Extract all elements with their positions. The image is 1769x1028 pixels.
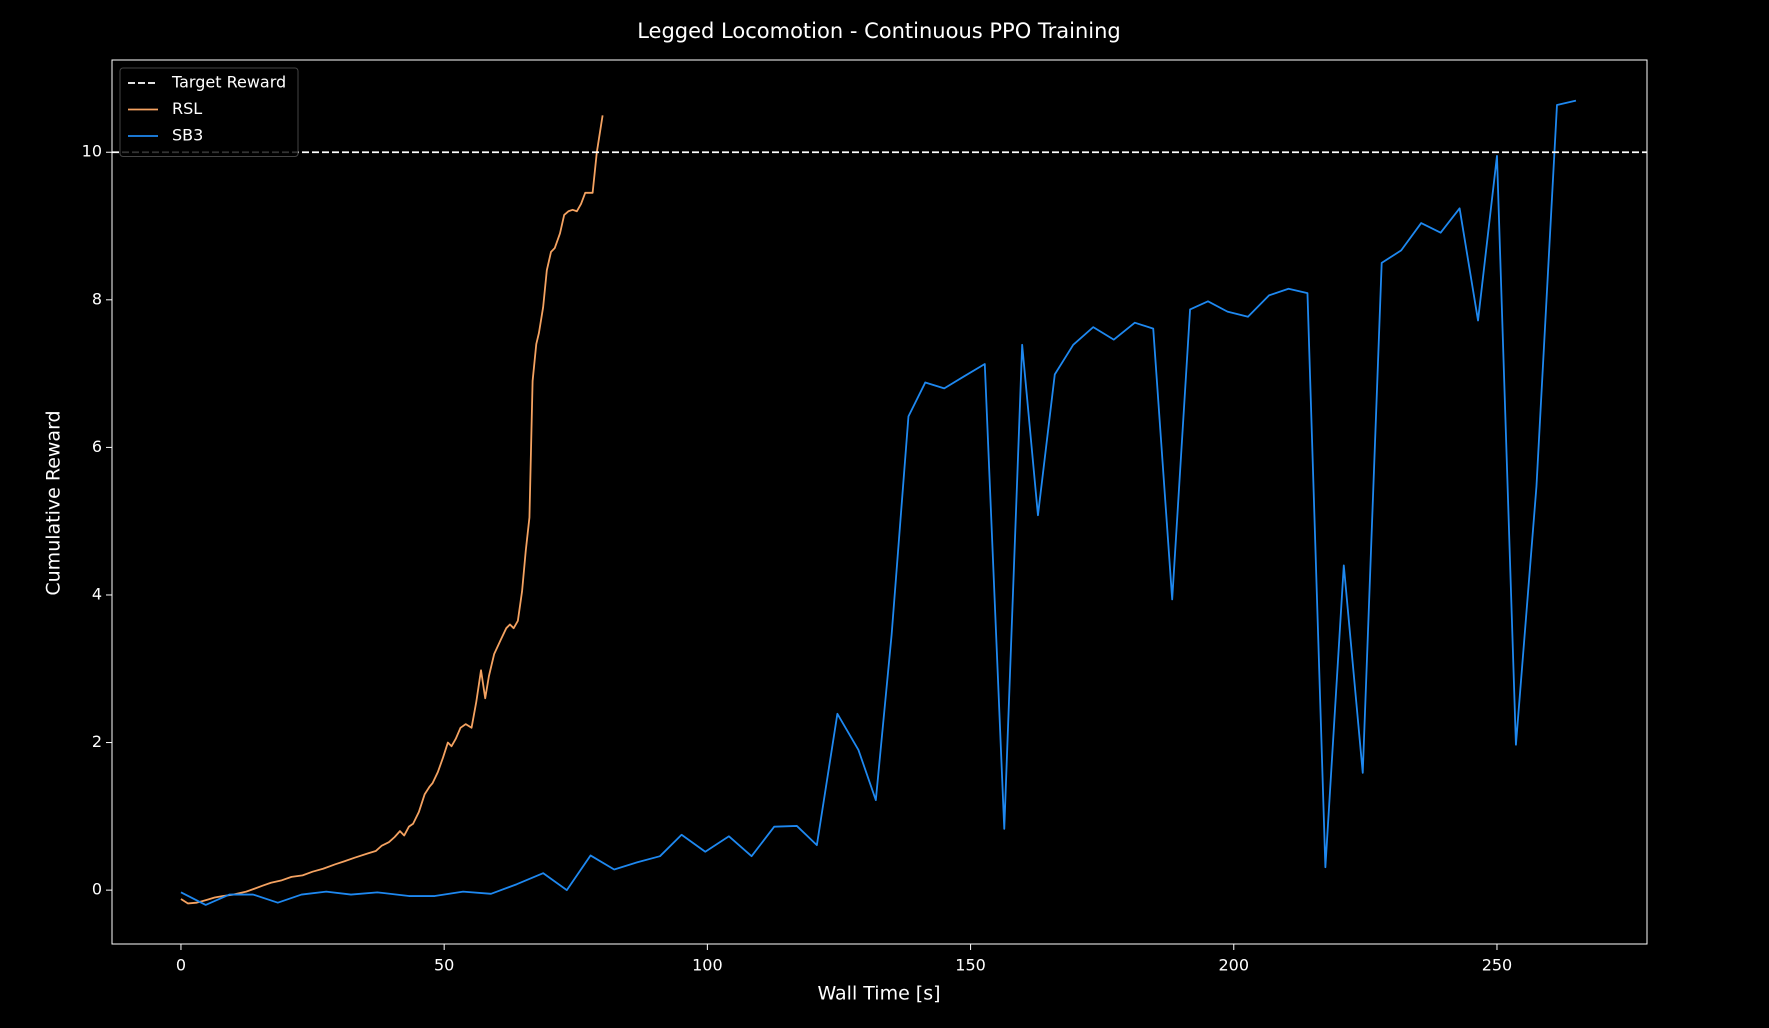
- y-tick-label: 0: [92, 880, 102, 899]
- x-tick-label: 150: [955, 956, 986, 975]
- legend: Target Reward RSL SB3: [119, 67, 299, 157]
- x-axis-label: Wall Time [s]: [817, 983, 940, 1005]
- legend-box: [119, 67, 299, 157]
- x-tick-label: 200: [1218, 956, 1249, 975]
- y-axis-label: Cumulative Reward: [43, 410, 65, 595]
- legend-label: SB3: [172, 126, 203, 145]
- x-tick-label: 250: [1482, 956, 1513, 975]
- x-tick-label: 0: [176, 956, 186, 975]
- series-line: [180, 99, 1577, 906]
- legend-label: RSL: [172, 99, 202, 118]
- y-tick-label: 4: [92, 584, 102, 603]
- y-tick-label: 8: [92, 289, 102, 308]
- plot-frame: [111, 59, 1648, 945]
- x-tick-label: 100: [692, 956, 723, 975]
- chart-title: Legged Locomotion - Continuous PPO Train…: [637, 19, 1121, 43]
- y-tick-label: 2: [92, 732, 102, 751]
- x-tick-label: 50: [434, 956, 454, 975]
- legend-label: Target Reward: [171, 73, 286, 92]
- y-tick-label: 6: [92, 437, 102, 456]
- y-tick-label: 10: [82, 142, 102, 161]
- series-line: [180, 115, 604, 905]
